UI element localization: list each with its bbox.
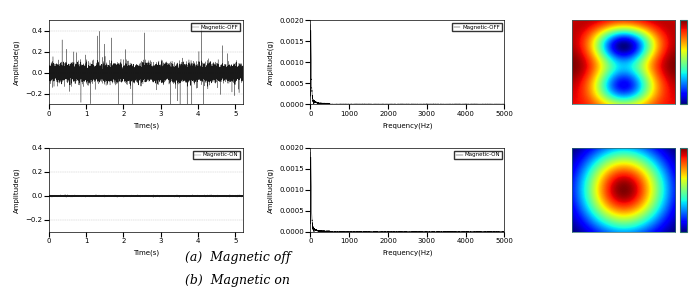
Text: (b)  Magnetic on: (b) Magnetic on (185, 274, 290, 287)
X-axis label: Frequency(Hz): Frequency(Hz) (382, 122, 433, 128)
Legend: Magnetic-ON: Magnetic-ON (454, 151, 502, 159)
Text: (a)  Magnetic off: (a) Magnetic off (185, 251, 291, 264)
Text: μT: μT (698, 60, 699, 65)
Y-axis label: Amplitude(g): Amplitude(g) (13, 167, 20, 213)
X-axis label: Time(s): Time(s) (133, 122, 159, 128)
Text: μT: μT (698, 188, 699, 193)
Legend: Magnetic-ON: Magnetic-ON (193, 151, 240, 159)
X-axis label: Frequency(Hz): Frequency(Hz) (382, 250, 433, 256)
Legend: Magnetic-OFF: Magnetic-OFF (191, 23, 240, 31)
X-axis label: Time(s): Time(s) (133, 250, 159, 256)
Y-axis label: Amplitude(g): Amplitude(g) (268, 167, 274, 213)
Legend: Magnetic-OFF: Magnetic-OFF (452, 23, 502, 31)
Y-axis label: Amplitude(g): Amplitude(g) (268, 39, 274, 85)
Y-axis label: Amplitude(g): Amplitude(g) (13, 39, 20, 85)
